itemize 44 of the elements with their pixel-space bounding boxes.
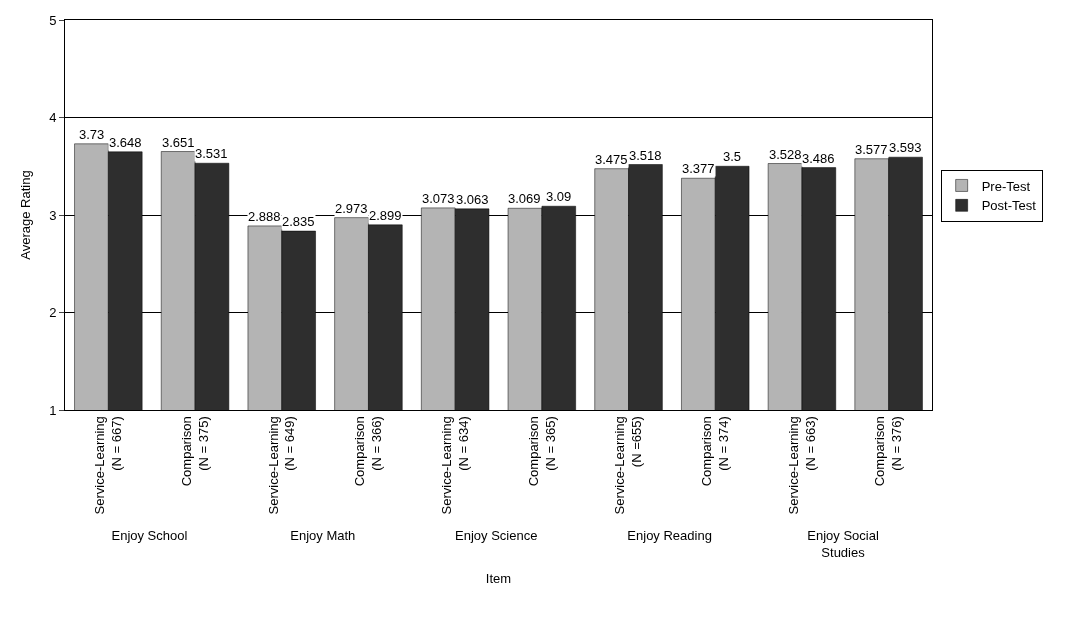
x-tick-label: Service-Learning (N = 634) (438, 416, 471, 515)
data-label: 2.888 (248, 209, 281, 224)
legend-label: Pre-Test (981, 178, 1031, 194)
y-tick-label: 4 (49, 110, 57, 126)
x-tick-label: Service-Learning (N = 667) (92, 416, 125, 515)
data-label: 3.648 (109, 135, 142, 150)
data-label: 3.073 (422, 191, 455, 206)
data-label: 3.531 (195, 146, 228, 161)
x-tick-label: Service-Learning (N =655) (612, 416, 645, 515)
data-label: 3.5 (723, 149, 742, 164)
y-tick-label: 3 (49, 207, 57, 223)
data-label: 3.518 (629, 148, 662, 163)
data-label: 3.377 (682, 161, 715, 176)
x-tick-label: Service-Learning (N = 663) (785, 416, 818, 515)
y-tick-label: 2 (49, 305, 57, 321)
data-label: 3.593 (889, 140, 922, 155)
legend-label: Post-Test (981, 198, 1037, 214)
data-label: 3.577 (855, 142, 888, 157)
data-label: 3.73 (79, 127, 105, 142)
data-label: 3.069 (508, 191, 541, 206)
text: Enjoy Science (455, 527, 538, 543)
y-tick-label: 5 (49, 12, 57, 28)
data-label: 3.475 (595, 152, 628, 167)
data-label: 3.063 (456, 192, 489, 207)
data-label: 2.973 (335, 201, 368, 216)
text: Enjoy Math (290, 527, 356, 543)
x-tick-label: Comparison (N = 366) (352, 416, 385, 487)
y-axis-title: Average Rating (18, 170, 34, 260)
x-tick-label: Service-Learning (N = 649) (265, 416, 298, 515)
x-tick-label: Comparison (N = 365) (525, 416, 558, 487)
data-label: 2.899 (369, 208, 402, 223)
data-label: 3.651 (162, 135, 195, 150)
x-tick-label: Comparison (N = 374) (699, 416, 731, 487)
text: Enjoy Social Studies (807, 527, 879, 560)
data-label: 3.09 (546, 189, 572, 204)
y-tick-label: 1 (49, 402, 57, 418)
x-tick-label: Comparison (N = 376) (872, 416, 905, 487)
x-axis-title: Item (485, 571, 512, 587)
x-tick-label: Comparison (N = 375) (178, 416, 211, 487)
data-label: 3.528 (769, 147, 802, 162)
data-label: 3.486 (802, 151, 835, 166)
text: Enjoy School (111, 527, 188, 543)
data-label: 2.835 (282, 214, 315, 229)
text: Enjoy Reading (627, 527, 712, 543)
